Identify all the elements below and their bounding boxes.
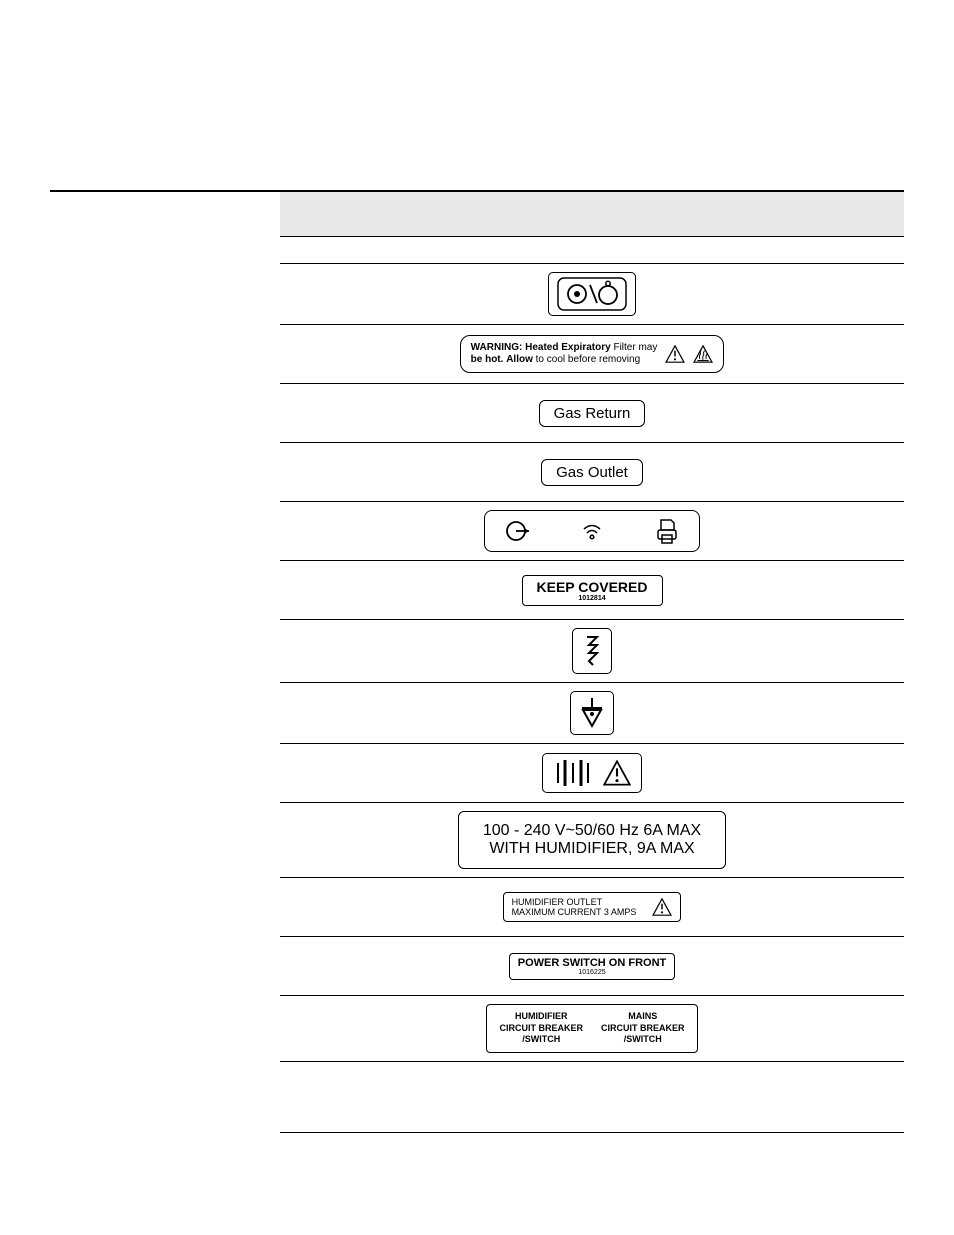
power-switch-label: POWER SWITCH ON FRONT 1016225: [509, 953, 676, 980]
table-row: POWER SWITCH ON FRONT 1016225: [280, 937, 904, 996]
table-row: [280, 744, 904, 803]
part-number: 1016225: [518, 969, 667, 976]
circuit-breaker-label: HUMIDIFIER CIRCUIT BREAKER /SWITCH MAINS…: [486, 1004, 697, 1053]
mains-breaker-text: MAINS CIRCUIT BREAKER /SWITCH: [601, 1011, 685, 1046]
wireless-icon: [579, 518, 605, 544]
printer-icon: [653, 517, 679, 545]
humidifier-outlet-label: HUMIDIFIER OUTLET MAXIMUM CURRENT 3 AMPS: [503, 892, 682, 922]
hot-surface-icon: [693, 345, 713, 363]
symbol-table: WARNING: Heated Expiratory Filter may be…: [280, 192, 904, 1062]
table-row: KEEP COVERED 1012814: [280, 561, 904, 620]
table-row: Gas Outlet: [280, 443, 904, 502]
disc-power-icon: [548, 272, 636, 316]
gas-outlet-label: Gas Outlet: [541, 459, 643, 486]
equipotential-icon: [570, 691, 614, 735]
table-header-row: [280, 192, 904, 237]
hum-outlet-line2: MAXIMUM CURRENT 3 AMPS: [512, 907, 637, 917]
table-row: 100 - 240 V~50/60 Hz 6A MAX WITH HUMIDIF…: [280, 803, 904, 878]
table-row: Gas Return: [280, 384, 904, 443]
fuse-icon: [572, 628, 612, 674]
power-switch-text: POWER SWITCH ON FRONT: [518, 957, 667, 969]
keep-covered-label: KEEP COVERED 1012814: [522, 575, 663, 606]
table-row: [280, 683, 904, 744]
power-rating-label: 100 - 240 V~50/60 Hz 6A MAX WITH HUMIDIF…: [458, 811, 726, 869]
warning-text: WARNING: Heated Expiratory Filter may be…: [471, 342, 658, 366]
voltage-hazard-icon: [542, 753, 642, 793]
header-spacer: [50, 60, 904, 192]
footer-rule: [280, 1132, 904, 1133]
table-row: [280, 502, 904, 561]
humidifier-breaker-text: HUMIDIFIER CIRCUIT BREAKER /SWITCH: [499, 1011, 583, 1046]
part-number: 1012814: [537, 595, 648, 602]
table-row: [280, 237, 904, 264]
table-row: HUMIDIFIER CIRCUIT BREAKER /SWITCH MAINS…: [280, 996, 904, 1062]
keep-covered-text: KEEP COVERED: [537, 579, 648, 595]
caution-icon: [665, 345, 685, 363]
connector-icons-label: [484, 510, 700, 552]
table-row: HUMIDIFIER OUTLET MAXIMUM CURRENT 3 AMPS: [280, 878, 904, 937]
table-row: WARNING: Heated Expiratory Filter may be…: [280, 325, 904, 384]
output-icon: [505, 518, 531, 544]
caution-icon: [652, 898, 672, 916]
voltage-line-1: 100 - 240 V~50/60 Hz 6A MAX: [483, 822, 701, 840]
hum-outlet-line1: HUMIDIFIER OUTLET: [512, 897, 637, 907]
table-row: [280, 620, 904, 683]
page: WARNING: Heated Expiratory Filter may be…: [0, 0, 954, 1173]
humidifier-outlet-text: HUMIDIFIER OUTLET MAXIMUM CURRENT 3 AMPS: [512, 897, 637, 917]
heated-filter-warning-label: WARNING: Heated Expiratory Filter may be…: [460, 335, 725, 373]
table-row: [280, 264, 904, 325]
voltage-line-2: WITH HUMIDIFIER, 9A MAX: [483, 840, 701, 858]
gas-return-label: Gas Return: [539, 400, 646, 427]
